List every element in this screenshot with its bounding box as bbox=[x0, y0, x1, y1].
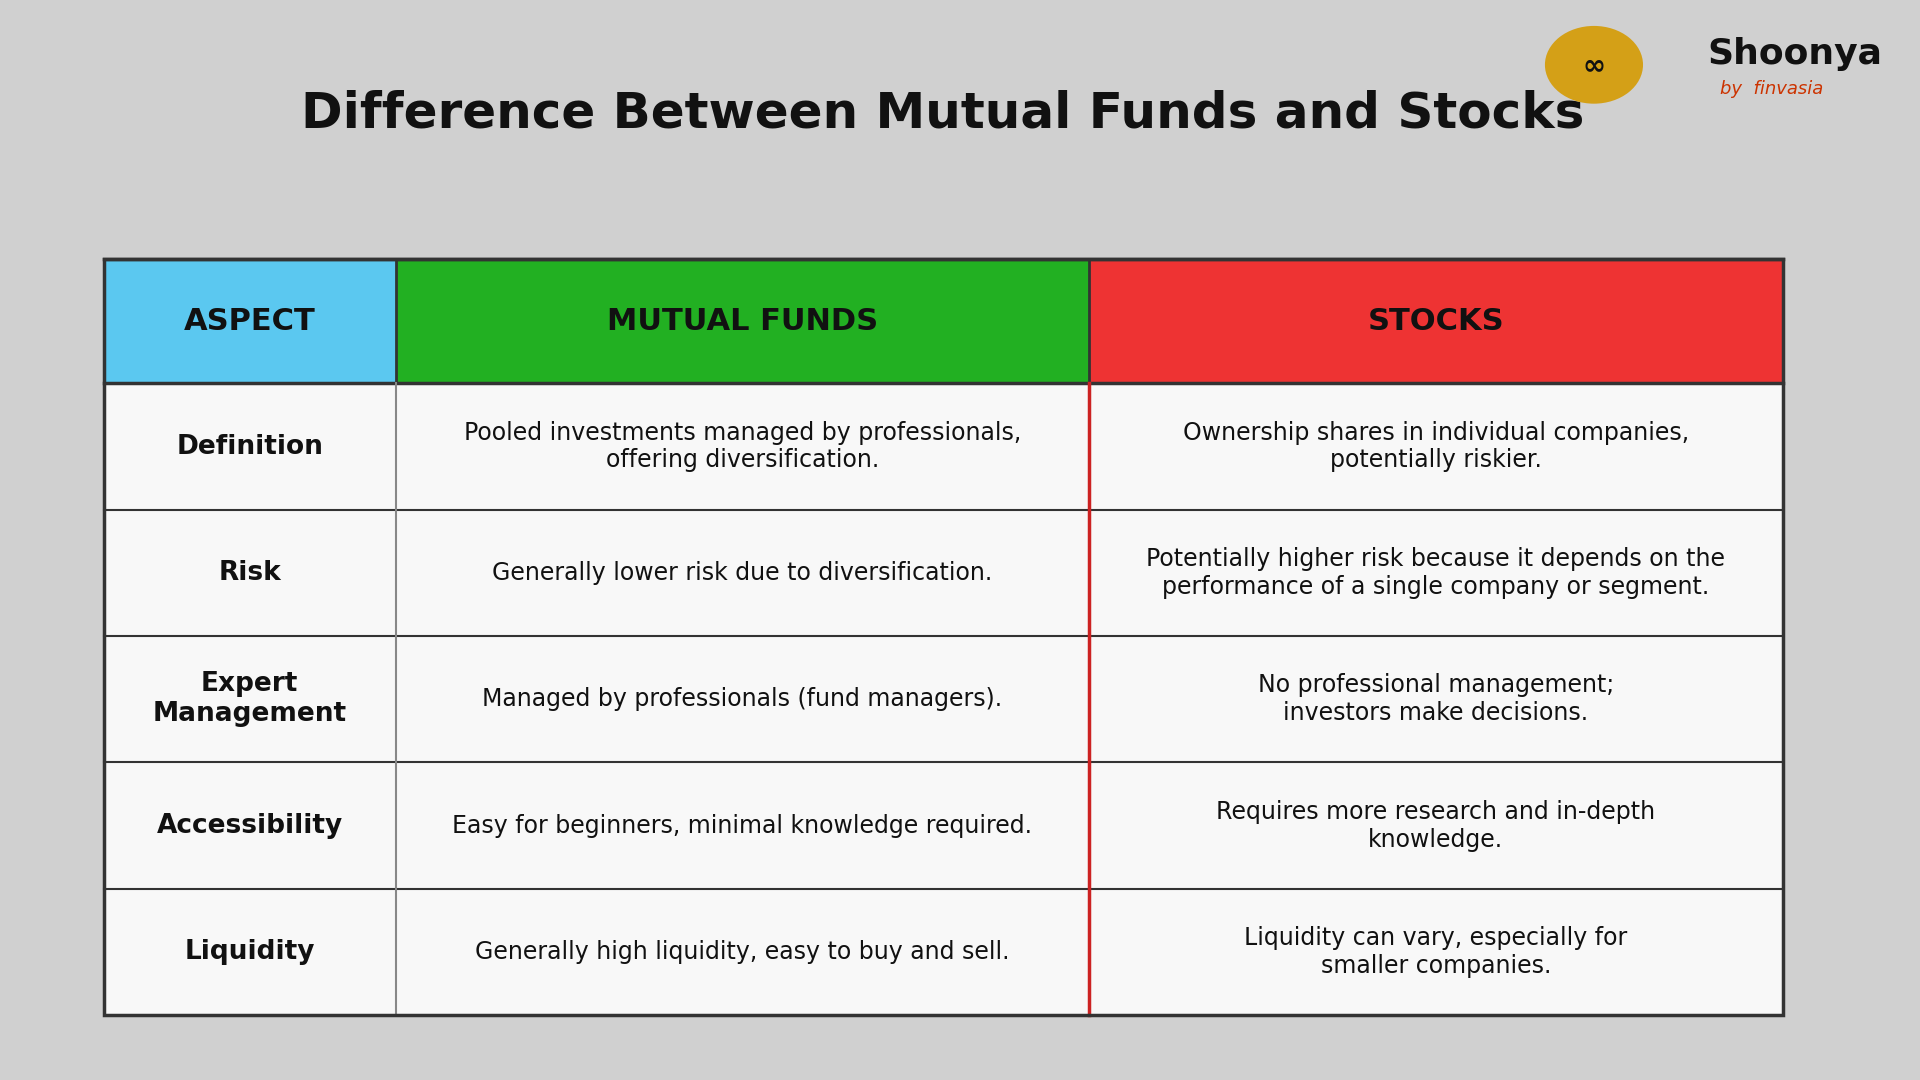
FancyBboxPatch shape bbox=[1089, 889, 1782, 1015]
Text: Requires more research and in-depth
knowledge.: Requires more research and in-depth know… bbox=[1217, 800, 1655, 851]
FancyBboxPatch shape bbox=[396, 636, 1089, 762]
FancyBboxPatch shape bbox=[1089, 636, 1782, 762]
FancyBboxPatch shape bbox=[1089, 259, 1782, 383]
FancyBboxPatch shape bbox=[104, 510, 396, 636]
FancyBboxPatch shape bbox=[104, 259, 396, 383]
FancyBboxPatch shape bbox=[396, 259, 1089, 383]
Text: Difference Between Mutual Funds and Stocks: Difference Between Mutual Funds and Stoc… bbox=[301, 90, 1584, 137]
Text: MUTUAL FUNDS: MUTUAL FUNDS bbox=[607, 307, 877, 336]
FancyBboxPatch shape bbox=[396, 889, 1089, 1015]
FancyBboxPatch shape bbox=[104, 383, 396, 510]
Text: Ownership shares in individual companies,
potentially riskier.: Ownership shares in individual companies… bbox=[1183, 421, 1690, 472]
Text: ∞: ∞ bbox=[1582, 51, 1605, 79]
Text: Risk: Risk bbox=[219, 559, 280, 586]
FancyBboxPatch shape bbox=[1089, 383, 1782, 510]
Text: Easy for beginners, minimal knowledge required.: Easy for beginners, minimal knowledge re… bbox=[453, 813, 1033, 838]
Text: ASPECT: ASPECT bbox=[184, 307, 315, 336]
Text: by  finvasia: by finvasia bbox=[1720, 80, 1824, 97]
FancyBboxPatch shape bbox=[104, 762, 396, 889]
Text: Potentially higher risk because it depends on the
performance of a single compan: Potentially higher risk because it depen… bbox=[1146, 548, 1726, 598]
Text: Liquidity can vary, especially for
smaller companies.: Liquidity can vary, especially for small… bbox=[1244, 927, 1628, 977]
Text: STOCKS: STOCKS bbox=[1367, 307, 1503, 336]
Text: No professional management;
investors make decisions.: No professional management; investors ma… bbox=[1258, 674, 1615, 725]
Text: Generally lower risk due to diversification.: Generally lower risk due to diversificat… bbox=[492, 561, 993, 585]
Text: Pooled investments managed by professionals,
offering diversification.: Pooled investments managed by profession… bbox=[465, 421, 1021, 472]
Text: Liquidity: Liquidity bbox=[184, 939, 315, 966]
FancyBboxPatch shape bbox=[104, 889, 396, 1015]
Ellipse shape bbox=[1546, 26, 1644, 104]
Text: Definition: Definition bbox=[177, 433, 323, 460]
Text: Shoonya: Shoonya bbox=[1707, 37, 1882, 71]
FancyBboxPatch shape bbox=[104, 636, 396, 762]
FancyBboxPatch shape bbox=[1089, 762, 1782, 889]
FancyBboxPatch shape bbox=[396, 762, 1089, 889]
FancyBboxPatch shape bbox=[396, 383, 1089, 510]
Text: Expert
Management: Expert Management bbox=[154, 672, 348, 727]
Text: Managed by professionals (fund managers).: Managed by professionals (fund managers)… bbox=[482, 687, 1002, 712]
Text: Accessibility: Accessibility bbox=[157, 812, 344, 839]
FancyBboxPatch shape bbox=[396, 510, 1089, 636]
FancyBboxPatch shape bbox=[1089, 510, 1782, 636]
Text: Generally high liquidity, easy to buy and sell.: Generally high liquidity, easy to buy an… bbox=[474, 940, 1010, 964]
